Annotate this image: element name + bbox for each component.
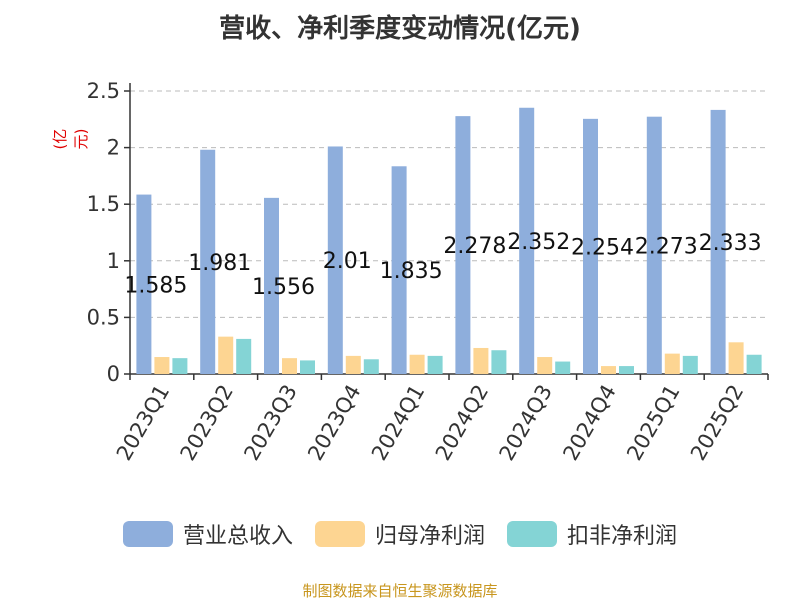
bar-1-2024Q1: [409, 354, 425, 374]
legend-swatch-net-profit: [314, 521, 365, 547]
bar-1-2024Q3: [537, 357, 553, 374]
legend-item-revenue[interactable]: 营业总收入: [122, 518, 293, 550]
y-tick-label: 0: [107, 362, 120, 386]
data-label-2024Q2: 2.278: [443, 234, 506, 259]
legend-item-net-profit[interactable]: 归母净利润: [314, 518, 485, 550]
bar-2-2023Q4: [363, 359, 379, 374]
bar-1-2023Q3: [282, 358, 297, 374]
data-label-2023Q2: 1.981: [188, 251, 251, 276]
x-tick-label-2025Q1: 2025Q1: [622, 381, 684, 465]
bar-0-2024Q1: [391, 166, 407, 374]
legend-swatch-deducted-profit: [507, 521, 557, 547]
bar-0-2023Q1: [136, 194, 152, 374]
bar-0-2023Q3: [264, 197, 279, 374]
data-label-2024Q4: 2.254: [571, 235, 634, 260]
bar-1-2023Q4: [345, 355, 361, 374]
legend-label-revenue: 营业总收入: [182, 524, 293, 549]
x-tick-label-2024Q1: 2024Q1: [367, 381, 429, 465]
x-tick-label-2024Q2: 2024Q2: [431, 381, 493, 465]
y-tick-label: 1.5: [87, 192, 120, 216]
legend-item-deducted-profit[interactable]: 扣非净利润: [507, 518, 677, 550]
bar-0-2024Q2: [455, 116, 471, 374]
data-label-2024Q1: 1.835: [380, 259, 443, 284]
bar-2-2023Q3: [300, 360, 315, 374]
bar-1-2023Q1: [154, 357, 170, 374]
bar-0-2024Q4: [583, 118, 598, 374]
source-note: 制图数据来自恒生聚源数据库: [302, 582, 498, 600]
bar-2-2024Q4: [619, 366, 634, 374]
x-tick-label-2023Q2: 2023Q2: [176, 381, 238, 465]
bar-1-2024Q2: [473, 347, 489, 374]
bar-0-2023Q2: [200, 149, 216, 374]
y-tick-label: 0.5: [87, 305, 120, 329]
bar-1-2024Q4: [601, 366, 616, 374]
data-label-2024Q3: 2.352: [507, 230, 570, 255]
bar-1-2023Q2: [218, 336, 234, 374]
x-tick-label-2024Q3: 2024Q3: [495, 381, 557, 465]
data-label-2025Q1: 2.273: [635, 234, 698, 259]
data-label-2023Q4: 2.01: [323, 249, 372, 274]
legend: 营业总收入 归母净利润 扣非净利润: [0, 518, 800, 550]
x-tick-label-2023Q3: 2023Q3: [239, 381, 301, 465]
legend-swatch-revenue: [122, 521, 173, 547]
x-tick-label-2023Q4: 2023Q4: [303, 381, 365, 465]
bar-2-2024Q2: [491, 350, 507, 374]
bar-1-2025Q1: [664, 353, 680, 374]
bar-0-2024Q3: [519, 107, 535, 374]
data-label-2025Q2: 2.333: [699, 231, 762, 256]
bar-2-2024Q1: [427, 355, 443, 374]
y-tick-label: 2.5: [87, 79, 120, 103]
bar-2-2023Q1: [172, 358, 188, 374]
y-tick-label: 2: [107, 136, 120, 160]
x-tick-label-2024Q4: 2024Q4: [558, 381, 620, 465]
bar-2-2025Q2: [746, 354, 762, 374]
chart-title: 营收、净利季度变动情况(亿元): [219, 14, 581, 44]
data-label-2023Q3: 1.556: [252, 275, 315, 300]
bar-0-2025Q2: [710, 109, 726, 374]
data-label-2023Q1: 1.585: [124, 273, 187, 298]
bar-2-2025Q1: [682, 355, 698, 374]
bar-1-2025Q2: [728, 342, 744, 374]
x-tick-label-2023Q1: 2023Q1: [112, 381, 174, 465]
bar-2-2024Q3: [555, 361, 571, 374]
x-tick-label-2025Q2: 2025Q2: [686, 381, 748, 465]
y-tick-label: 1: [107, 249, 120, 273]
bar-0-2023Q4: [327, 146, 343, 374]
bar-0-2025Q1: [646, 116, 662, 374]
legend-label-net-profit: 归母净利润: [374, 524, 485, 549]
legend-label-deducted-profit: 扣非净利润: [567, 524, 678, 549]
bar-2-2023Q2: [236, 338, 252, 374]
